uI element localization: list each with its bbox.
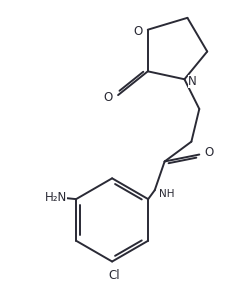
Text: O: O (103, 91, 112, 104)
Text: Cl: Cl (108, 269, 120, 282)
Text: NH: NH (158, 189, 174, 199)
Text: O: O (204, 146, 213, 159)
Text: O: O (133, 25, 142, 38)
Text: H₂N: H₂N (45, 191, 67, 204)
Text: N: N (187, 75, 196, 88)
